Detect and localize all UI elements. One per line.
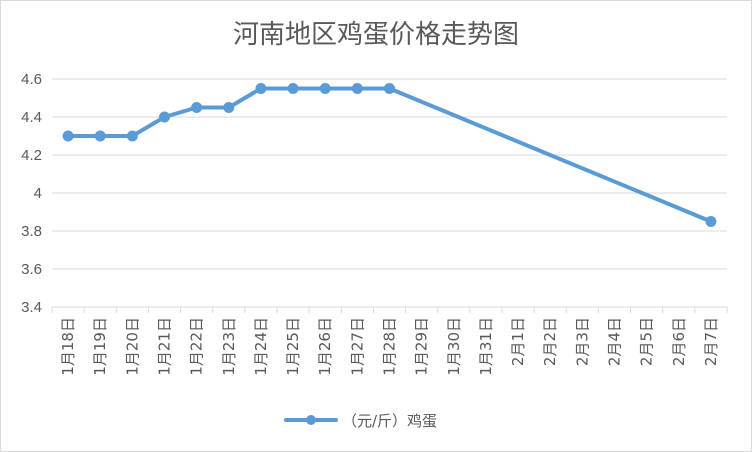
x-tick-label: 1月24日 (252, 317, 270, 376)
x-axis-ticks: 1月18日 1月19日 1月20日 1月21日 1月22日 1月23日 1月24日 1月25日… (51, 307, 728, 376)
legend-label: （元/斤）鸡蛋 (342, 412, 437, 430)
y-tick-label: 4 (34, 185, 42, 202)
data-point (384, 83, 395, 94)
x-tick-label: 2月6日 (670, 317, 688, 366)
chart-title: 河南地区鸡蛋价格走势图 (232, 20, 519, 50)
gridlines (52, 78, 727, 308)
data-point (287, 83, 299, 94)
y-tick-label: 3.4 (21, 299, 42, 316)
x-tick-label: 1月27日 (348, 317, 366, 376)
y-tick-label: 3.8 (21, 223, 42, 240)
x-tick-label: 1月31日 (477, 317, 495, 376)
x-tick-label: 1月26日 (316, 317, 334, 376)
data-point (351, 83, 363, 94)
x-tick-label: 1月22日 (188, 317, 206, 376)
data-point (255, 83, 267, 94)
y-tick-label: 4.2 (21, 147, 42, 164)
x-tick-label: 1月20日 (123, 317, 141, 376)
legend-marker (306, 415, 316, 425)
legend: （元/斤）鸡蛋 (284, 412, 437, 430)
x-tick-label: 2月5日 (638, 317, 656, 366)
y-tick-label: 4.4 (21, 109, 42, 126)
x-tick-label: 1月30日 (445, 317, 463, 376)
series-layer (62, 83, 717, 227)
x-tick-label: 2月7日 (702, 317, 720, 366)
x-tick-label: 1月25日 (284, 317, 302, 376)
x-tick-label: 2月3日 (573, 317, 591, 366)
x-tick-label: 1月18日 (59, 317, 77, 376)
x-tick-label: 1月29日 (413, 317, 431, 376)
x-tick-label: 1月21日 (156, 317, 174, 376)
x-tick-label: 2月2日 (541, 317, 559, 366)
data-point (159, 111, 170, 123)
data-point (223, 102, 235, 113)
x-tick-label: 1月23日 (220, 317, 238, 376)
x-tick-label: 2月4日 (606, 317, 624, 366)
data-point (62, 130, 74, 142)
y-tick-label: 4.6 (21, 71, 42, 88)
x-tick-label: 1月28日 (381, 317, 399, 376)
data-point (319, 83, 331, 94)
data-point (191, 102, 203, 113)
data-point (705, 216, 717, 227)
y-axis-ticks: 3.4 3.6 3.8 4 4.2 4.4 4.6 (21, 71, 42, 316)
y-tick-label: 3.6 (21, 261, 42, 278)
data-point (126, 130, 138, 142)
x-tick-label: 2月1日 (509, 317, 527, 366)
x-tick-label: 1月19日 (91, 317, 109, 376)
data-point (94, 130, 106, 142)
